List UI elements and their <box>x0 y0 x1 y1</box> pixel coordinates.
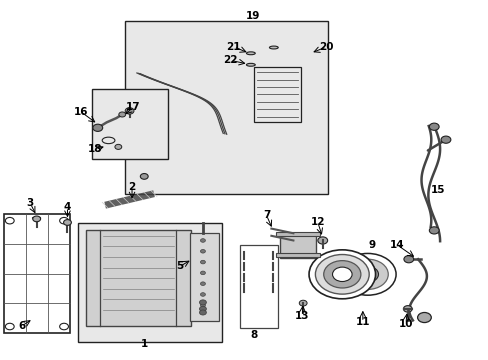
Bar <box>124 21 327 194</box>
Circle shape <box>63 220 71 225</box>
Text: 9: 9 <box>367 240 374 250</box>
Bar <box>279 233 316 258</box>
Circle shape <box>440 136 450 143</box>
Bar <box>85 230 190 326</box>
Text: 15: 15 <box>429 185 444 195</box>
Circle shape <box>119 112 125 117</box>
Text: 14: 14 <box>389 240 404 250</box>
Circle shape <box>332 267 351 282</box>
Text: 8: 8 <box>250 330 257 340</box>
Circle shape <box>403 306 411 312</box>
Circle shape <box>299 300 306 306</box>
Circle shape <box>356 266 378 282</box>
Circle shape <box>60 217 68 224</box>
Circle shape <box>200 271 205 275</box>
Circle shape <box>428 123 438 130</box>
Bar <box>4 214 70 333</box>
Circle shape <box>417 312 430 323</box>
Ellipse shape <box>269 46 278 49</box>
Bar <box>92 89 167 159</box>
Bar <box>276 232 320 236</box>
Ellipse shape <box>246 52 255 55</box>
Text: 19: 19 <box>245 11 260 21</box>
Text: 2: 2 <box>128 182 135 192</box>
Text: 3: 3 <box>27 198 34 208</box>
Circle shape <box>5 217 14 224</box>
Text: 10: 10 <box>398 319 412 329</box>
Circle shape <box>200 249 205 253</box>
Circle shape <box>200 260 205 264</box>
Text: 20: 20 <box>319 42 333 52</box>
Circle shape <box>346 259 387 289</box>
Circle shape <box>125 108 134 114</box>
Circle shape <box>199 310 206 315</box>
Bar <box>276 253 320 257</box>
Circle shape <box>428 227 438 234</box>
Text: 5: 5 <box>176 261 183 271</box>
Text: 1: 1 <box>141 339 147 349</box>
Circle shape <box>93 124 102 131</box>
Circle shape <box>200 303 205 307</box>
Circle shape <box>323 261 360 288</box>
Circle shape <box>315 255 368 294</box>
Text: 16: 16 <box>73 107 88 117</box>
Circle shape <box>199 306 206 311</box>
Text: 7: 7 <box>262 210 270 220</box>
Ellipse shape <box>246 63 255 66</box>
Text: 12: 12 <box>310 217 325 228</box>
Circle shape <box>115 144 122 149</box>
Circle shape <box>140 174 148 179</box>
Text: 17: 17 <box>125 102 140 112</box>
Text: 13: 13 <box>294 311 309 321</box>
Circle shape <box>200 239 205 242</box>
Circle shape <box>200 293 205 296</box>
Circle shape <box>403 256 413 263</box>
Text: 22: 22 <box>223 55 238 66</box>
Bar <box>239 245 277 328</box>
Bar <box>78 223 222 342</box>
Circle shape <box>33 216 41 222</box>
Circle shape <box>339 253 395 295</box>
Circle shape <box>60 323 68 330</box>
Circle shape <box>199 300 206 305</box>
Text: 6: 6 <box>19 321 25 331</box>
Circle shape <box>317 237 327 244</box>
Bar <box>254 67 300 122</box>
Circle shape <box>308 250 375 299</box>
Bar <box>189 233 219 321</box>
Text: 21: 21 <box>226 42 241 52</box>
Circle shape <box>200 282 205 285</box>
Text: 4: 4 <box>63 202 71 212</box>
Circle shape <box>5 323 14 330</box>
Text: 18: 18 <box>88 144 102 154</box>
Text: 11: 11 <box>355 317 369 327</box>
